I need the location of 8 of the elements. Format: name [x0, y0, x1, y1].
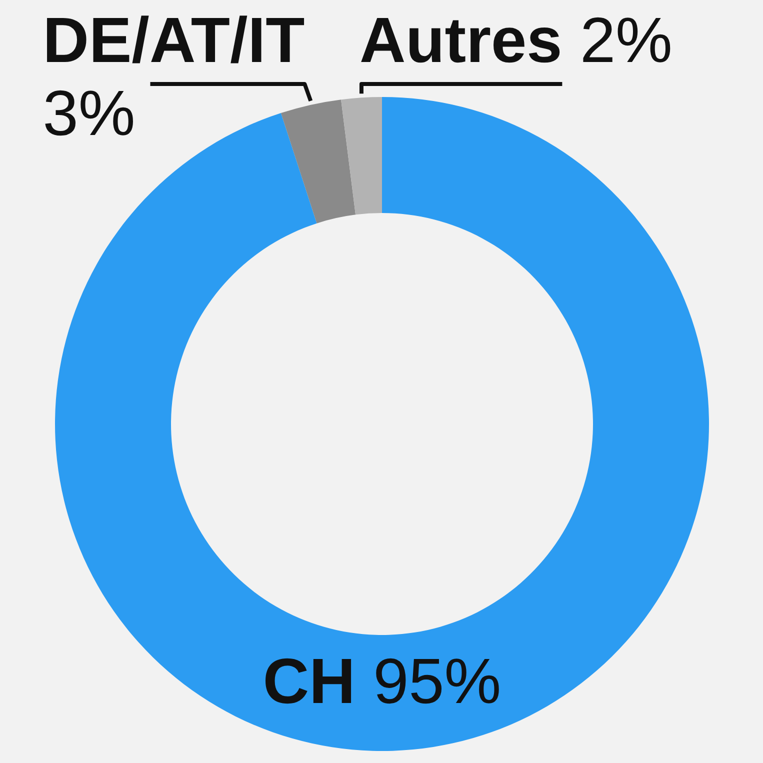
donut-slice	[341, 97, 382, 215]
slice-label: CH	[262, 645, 356, 717]
data-label: 95%	[373, 645, 502, 717]
slice-label: Autres	[359, 4, 562, 76]
donut-slice	[280, 100, 356, 224]
data-label: 3%	[42, 77, 136, 149]
slice-label: DE/AT/IT	[42, 4, 305, 76]
data-label: 2%	[562, 4, 672, 76]
